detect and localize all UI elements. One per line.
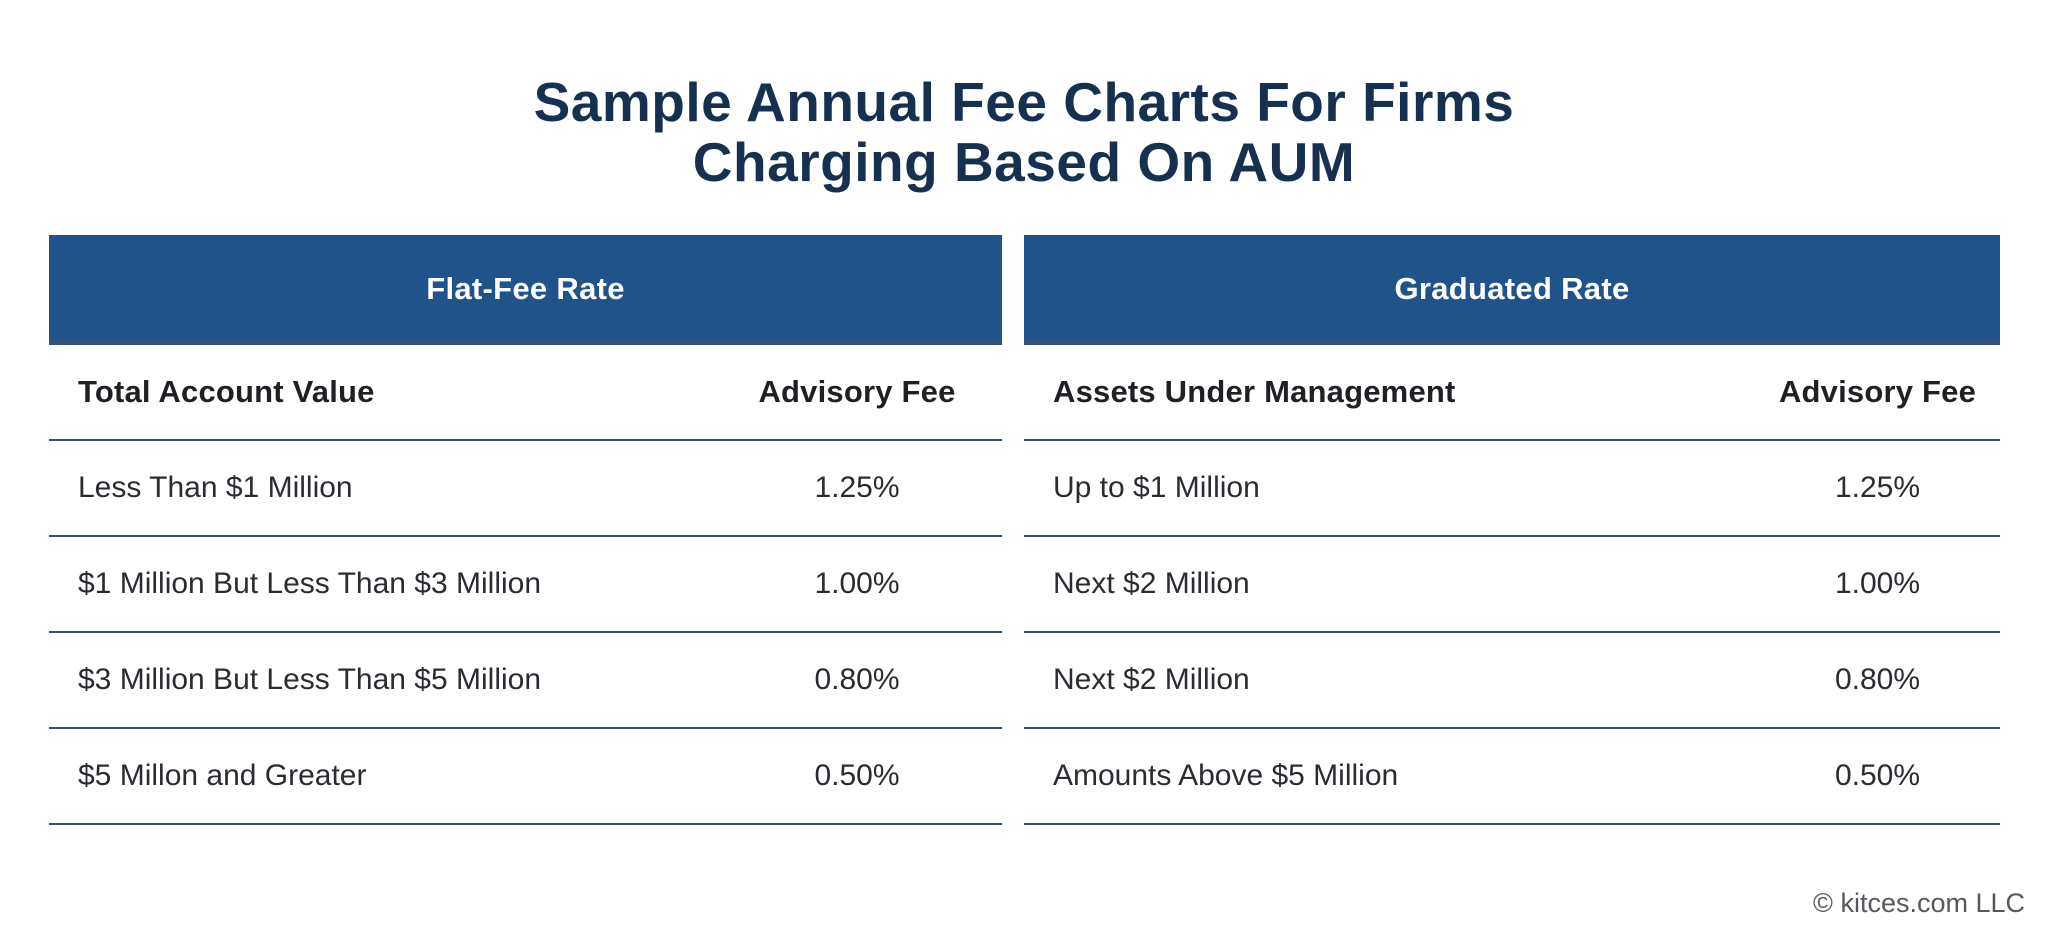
table-row: $3 Million But Less Than $5 Million 0.80% xyxy=(49,633,1002,729)
table-body: Less Than $1 Million 1.25% $1 Million But … xyxy=(49,441,1002,825)
table-row: Less Than $1 Million 1.25% xyxy=(49,441,1002,537)
row-fee-value: 1.00% xyxy=(1834,567,1921,600)
row-label: $5 Millon and Greater xyxy=(78,759,367,792)
row-fee-value: 0.80% xyxy=(1834,663,1921,696)
table-row: Up to $1 Million 1.25% xyxy=(1024,441,2000,537)
row-label: $1 Million But Less Than $3 Million xyxy=(78,567,542,600)
row-label: Amounts Above $5 Million xyxy=(1053,759,1399,792)
flat-fee-rate-table: Flat-Fee Rate Total Account Value Adviso… xyxy=(49,235,1002,825)
table-row: $1 Million But Less Than $3 Million 1.00% xyxy=(49,537,1002,633)
page-title: Sample Annual Fee Charts For Firms Chargi… xyxy=(0,70,2048,193)
column-header-account-value: Total Account Value xyxy=(78,374,375,409)
page-title-line-1: Sample Annual Fee Charts For Firms xyxy=(533,70,1515,133)
column-header-row: Assets Under Management Advisory Fee xyxy=(1024,345,2000,441)
table-title: Flat-Fee Rate xyxy=(426,270,625,306)
column-header-aum: Assets Under Management xyxy=(1053,374,1456,409)
row-fee-value: 1.25% xyxy=(1834,471,1921,504)
table-row: Amounts Above $5 Million 0.50% xyxy=(1024,729,2000,825)
table-row: Next $2 Million 1.00% xyxy=(1024,537,2000,633)
fee-tables-container: Flat-Fee Rate Total Account Value Adviso… xyxy=(49,235,2000,825)
table-title-bar: Flat-Fee Rate xyxy=(49,235,1002,345)
table-row: Next $2 Million 0.80% xyxy=(1024,633,2000,729)
column-header-advisory-fee: Advisory Fee xyxy=(1778,374,1977,409)
table-row: $5 Millon and Greater 0.50% xyxy=(49,729,1002,825)
row-label: Up to $1 Million xyxy=(1053,471,1260,504)
graduated-rate-table: Graduated Rate Assets Under Management A… xyxy=(1024,235,2000,825)
column-header-row: Total Account Value Advisory Fee xyxy=(49,345,1002,441)
row-label: $3 Million But Less Than $5 Million xyxy=(78,663,542,696)
row-label: Less Than $1 Million xyxy=(78,471,353,504)
copyright-credit: © kitces.com LLC xyxy=(1813,888,2025,918)
column-header-advisory-fee: Advisory Fee xyxy=(758,374,956,409)
row-label: Next $2 Million xyxy=(1053,567,1250,600)
table-body: Up to $1 Million 1.25% Next $2 Million 1.00… xyxy=(1024,441,2000,825)
table-title-bar: Graduated Rate xyxy=(1024,235,2000,345)
page-title-line-2: Charging Based On AUM xyxy=(692,130,1356,193)
row-label: Next $2 Million xyxy=(1053,663,1250,696)
row-fee-value: 0.80% xyxy=(814,663,900,696)
row-fee-value: 1.00% xyxy=(814,567,900,600)
table-title: Graduated Rate xyxy=(1394,270,1630,306)
row-fee-value: 0.50% xyxy=(1834,759,1921,792)
row-fee-value: 0.50% xyxy=(814,759,900,792)
row-fee-value: 1.25% xyxy=(814,471,900,504)
